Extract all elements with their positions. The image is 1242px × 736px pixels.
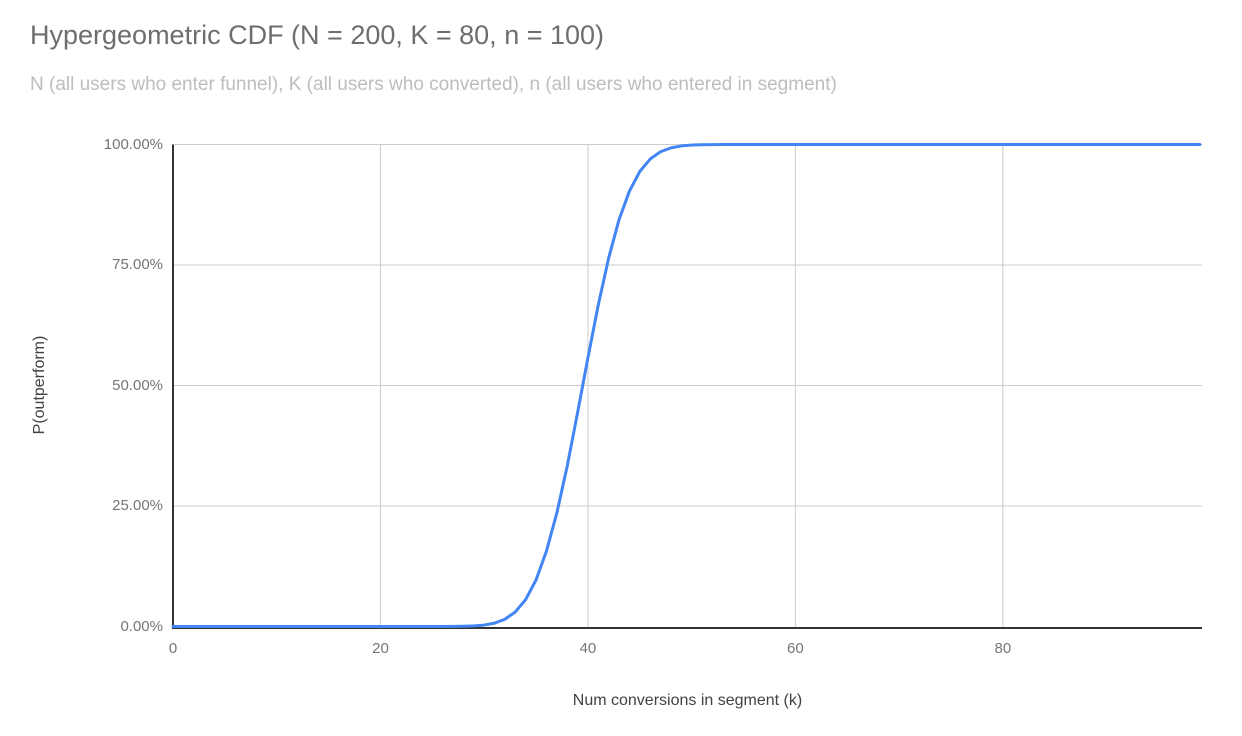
y-tick-label: 50.00%: [112, 376, 163, 394]
x-tick-label: 0: [168, 639, 178, 657]
x-axis-title: Num conversions in segment (k): [572, 692, 803, 709]
y-axis-title: P(outperform): [31, 335, 48, 435]
x-tick-label: 60: [787, 639, 804, 657]
cdf-curve: [171, 143, 1202, 628]
x-tick-label: 80: [994, 639, 1012, 657]
x-tick-label: 20: [372, 639, 389, 657]
y-tick-label: 0.00%: [120, 617, 163, 635]
y-tick-label: 25.00%: [112, 497, 163, 514]
x-tick-label: 40: [579, 639, 597, 657]
y-tick-label: 100.00%: [103, 135, 163, 153]
y-tick-label: 75.00%: [112, 256, 163, 273]
chart-subtitle: N (all users who enter funnel), K (all u…: [30, 74, 837, 95]
chart-title: Hypergeometric CDF (N = 200, K = 80, n =…: [30, 20, 605, 50]
